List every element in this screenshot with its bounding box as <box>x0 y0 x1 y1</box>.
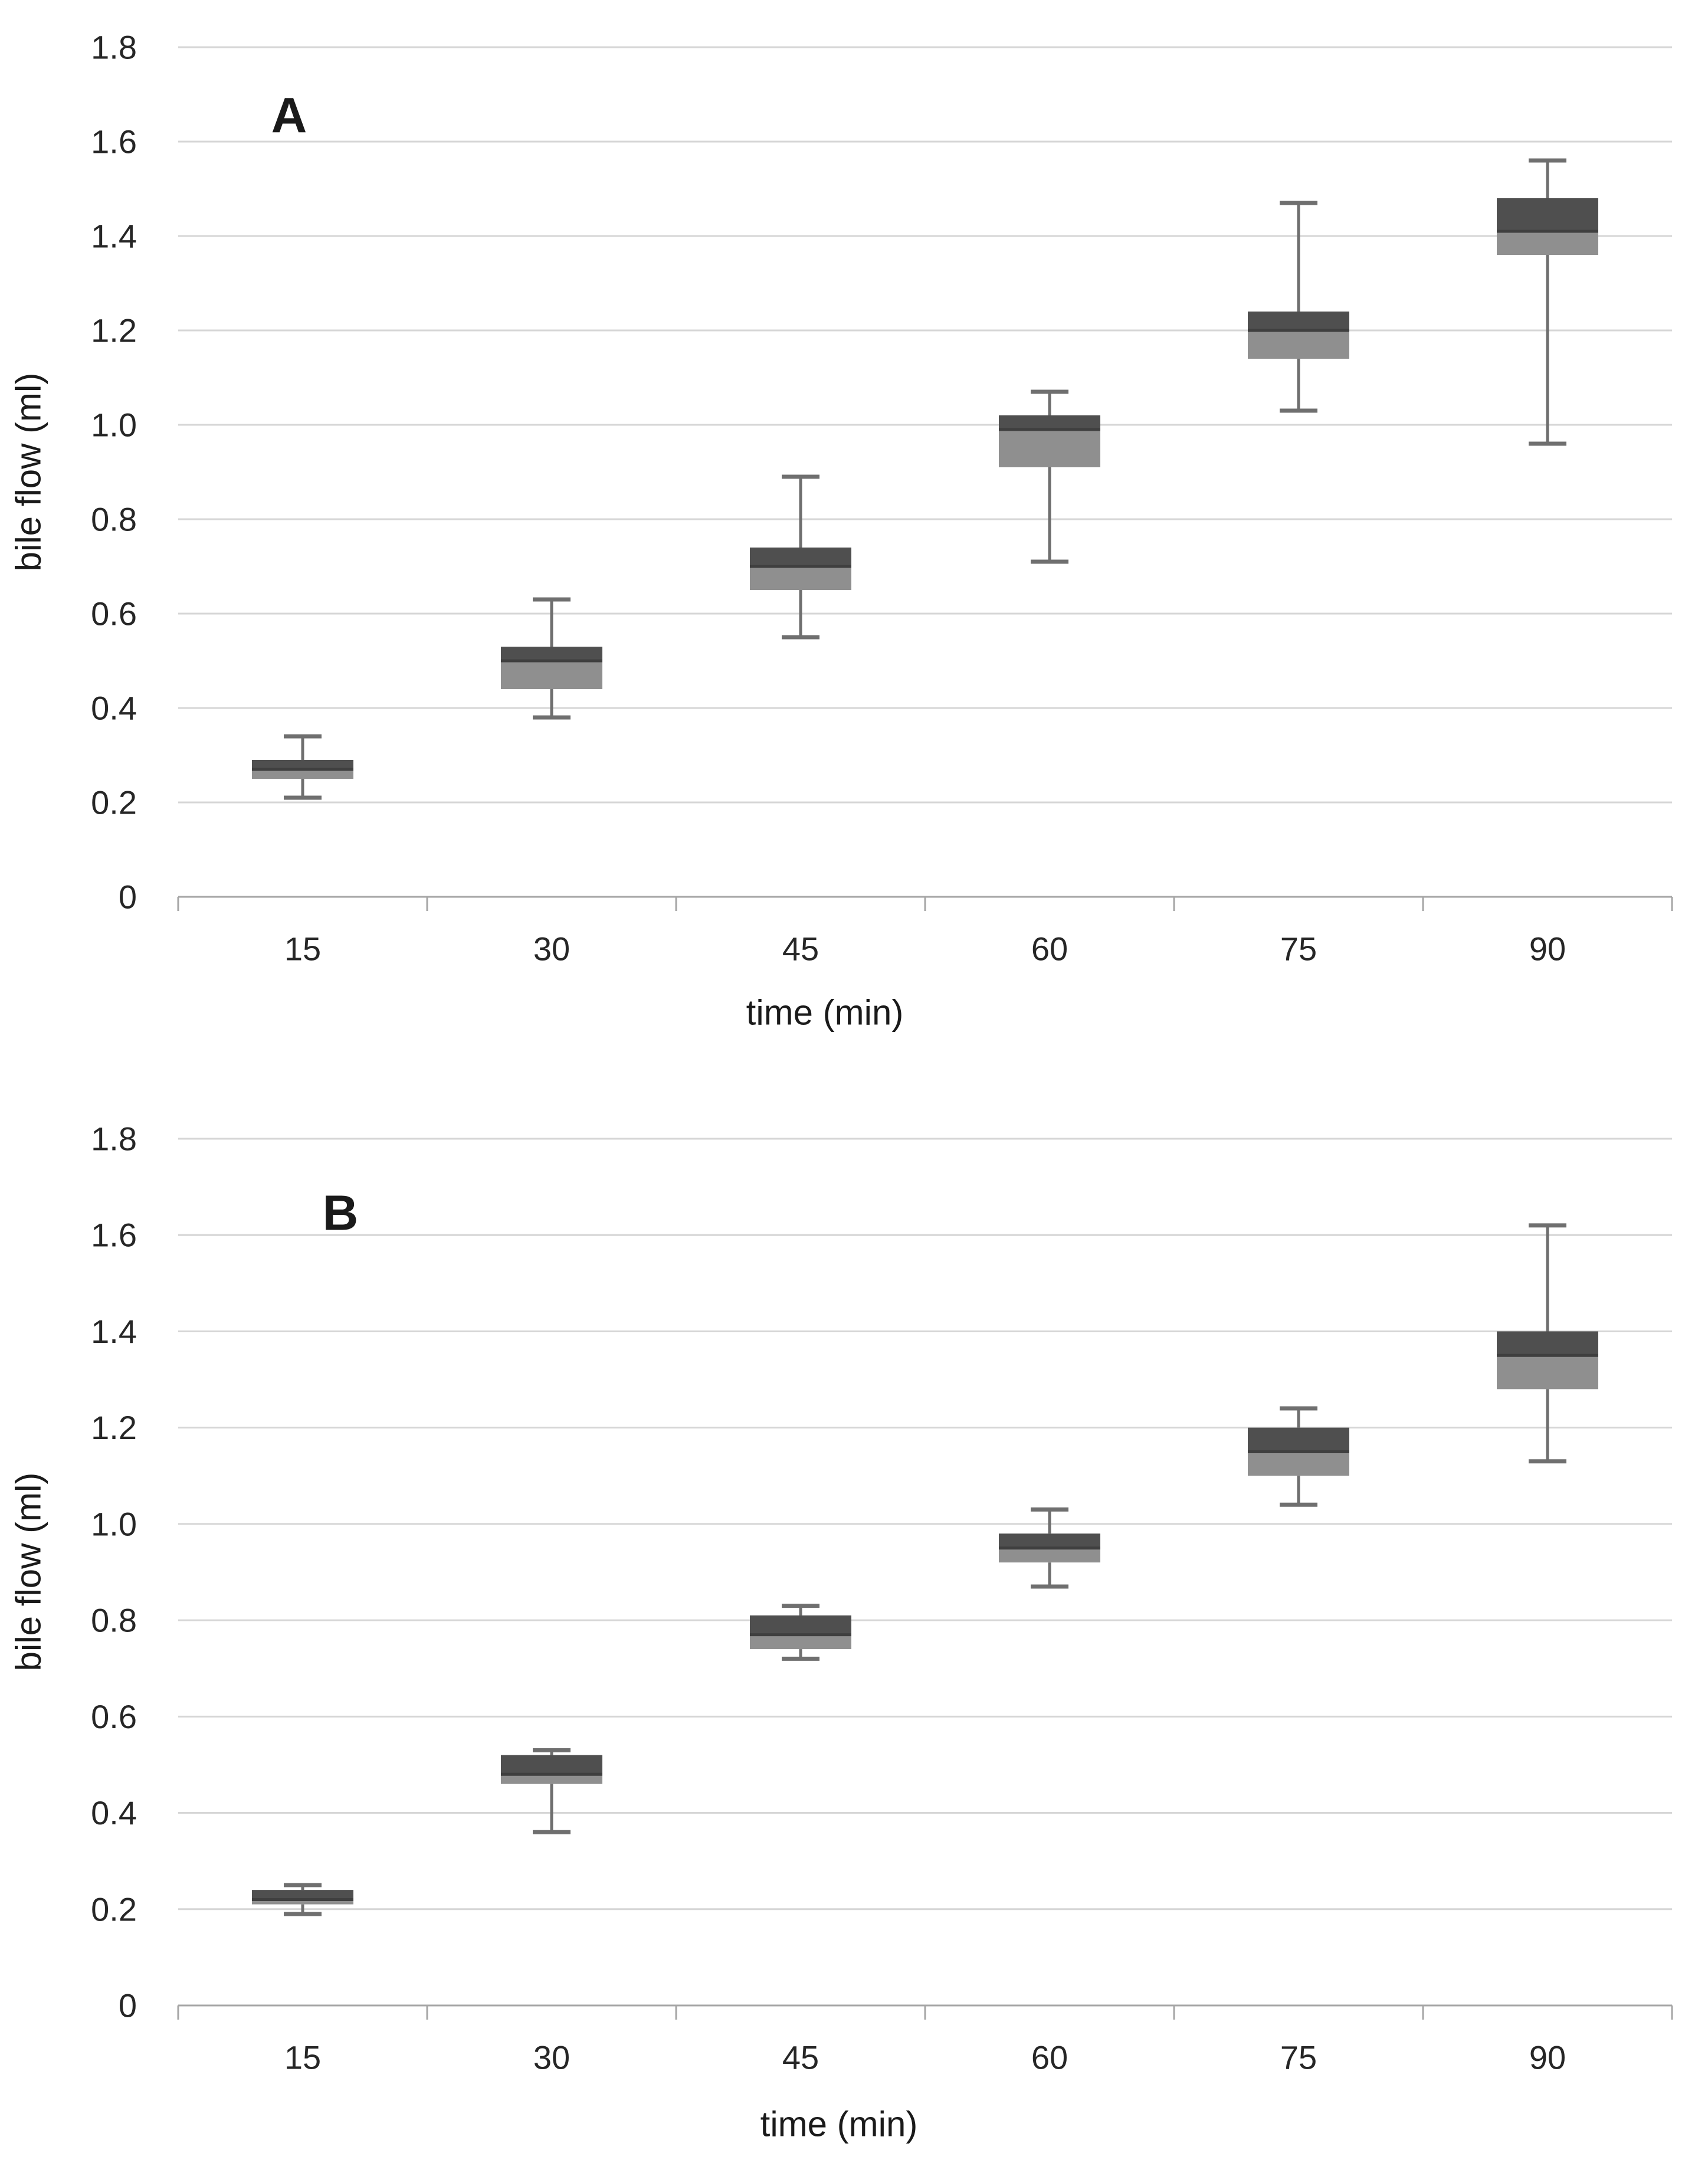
box-lower-quartile <box>1497 1355 1598 1389</box>
box-upper-quartile <box>1248 312 1349 330</box>
box-upper-quartile <box>750 1615 851 1635</box>
y-tick-label: 0.6 <box>91 1698 137 1735</box>
x-tick-label: 75 <box>1280 930 1317 968</box>
panel-a-x-axis-title: time (min) <box>746 992 904 1033</box>
box-upper-quartile <box>501 1755 602 1775</box>
box-lower-quartile <box>999 1548 1100 1563</box>
x-tick-label: 30 <box>533 930 570 968</box>
panel-b-x-axis-title: time (min) <box>760 2104 918 2144</box>
box-lower-quartile <box>999 430 1100 467</box>
x-tick-label: 15 <box>284 2039 321 2076</box>
y-tick-label: 1.2 <box>91 312 137 349</box>
box-lower-quartile <box>252 769 353 779</box>
box-upper-quartile <box>252 760 353 769</box>
x-tick-label: 90 <box>1529 2039 1566 2076</box>
y-tick-label: 1.8 <box>91 29 137 66</box>
x-tick-label: 75 <box>1280 2039 1317 2076</box>
box-upper-quartile <box>1497 1331 1598 1356</box>
y-tick-label: 0.8 <box>91 1602 137 1639</box>
y-tick-label: 0 <box>119 1987 137 2024</box>
y-tick-label: 0 <box>119 879 137 916</box>
y-tick-label: 1.0 <box>91 407 137 444</box>
x-tick-label: 30 <box>533 2039 570 2076</box>
x-tick-label: 90 <box>1529 930 1566 968</box>
x-tick-label: 15 <box>284 930 321 968</box>
panel-a-y-axis-title: bile flow (ml) <box>8 372 48 572</box>
box-lower-quartile <box>501 661 602 689</box>
y-tick-label: 0.4 <box>91 690 137 727</box>
box-upper-quartile <box>999 1533 1100 1548</box>
y-tick-label: 0.8 <box>91 501 137 538</box>
x-tick-label: 45 <box>782 930 819 968</box>
box-lower-quartile <box>750 1634 851 1650</box>
box-upper-quartile <box>501 647 602 661</box>
y-tick-label: 1.8 <box>91 1120 137 1158</box>
box-lower-quartile <box>750 566 851 590</box>
y-tick-label: 1.4 <box>91 218 137 255</box>
panel-b-label: B <box>322 1185 359 1241</box>
box-lower-quartile <box>1248 330 1349 359</box>
box-upper-quartile <box>999 415 1100 430</box>
y-tick-label: 0.6 <box>91 595 137 632</box>
box-lower-quartile <box>1248 1451 1349 1476</box>
y-tick-label: 1.4 <box>91 1313 137 1350</box>
box-upper-quartile <box>750 548 851 566</box>
box-upper-quartile <box>1248 1427 1349 1452</box>
y-tick-label: 0.2 <box>91 1890 137 1928</box>
y-tick-label: 1.0 <box>91 1505 137 1542</box>
box-lower-quartile <box>252 1899 353 1905</box>
x-tick-label: 60 <box>1031 2039 1068 2076</box>
panel-b-y-axis-title: bile flow (ml) <box>8 1472 48 1672</box>
x-tick-label: 45 <box>782 2039 819 2076</box>
box-lower-quartile <box>1497 231 1598 255</box>
box-upper-quartile <box>252 1890 353 1900</box>
y-tick-label: 1.6 <box>91 123 137 160</box>
x-tick-label: 60 <box>1031 930 1068 968</box>
box-lower-quartile <box>501 1774 602 1784</box>
y-tick-label: 1.6 <box>91 1217 137 1254</box>
y-tick-label: 0.2 <box>91 784 137 821</box>
y-tick-label: 1.2 <box>91 1409 137 1446</box>
panel-a-label: A <box>271 87 307 143</box>
box-upper-quartile <box>1497 198 1598 231</box>
y-tick-label: 0.4 <box>91 1794 137 1831</box>
